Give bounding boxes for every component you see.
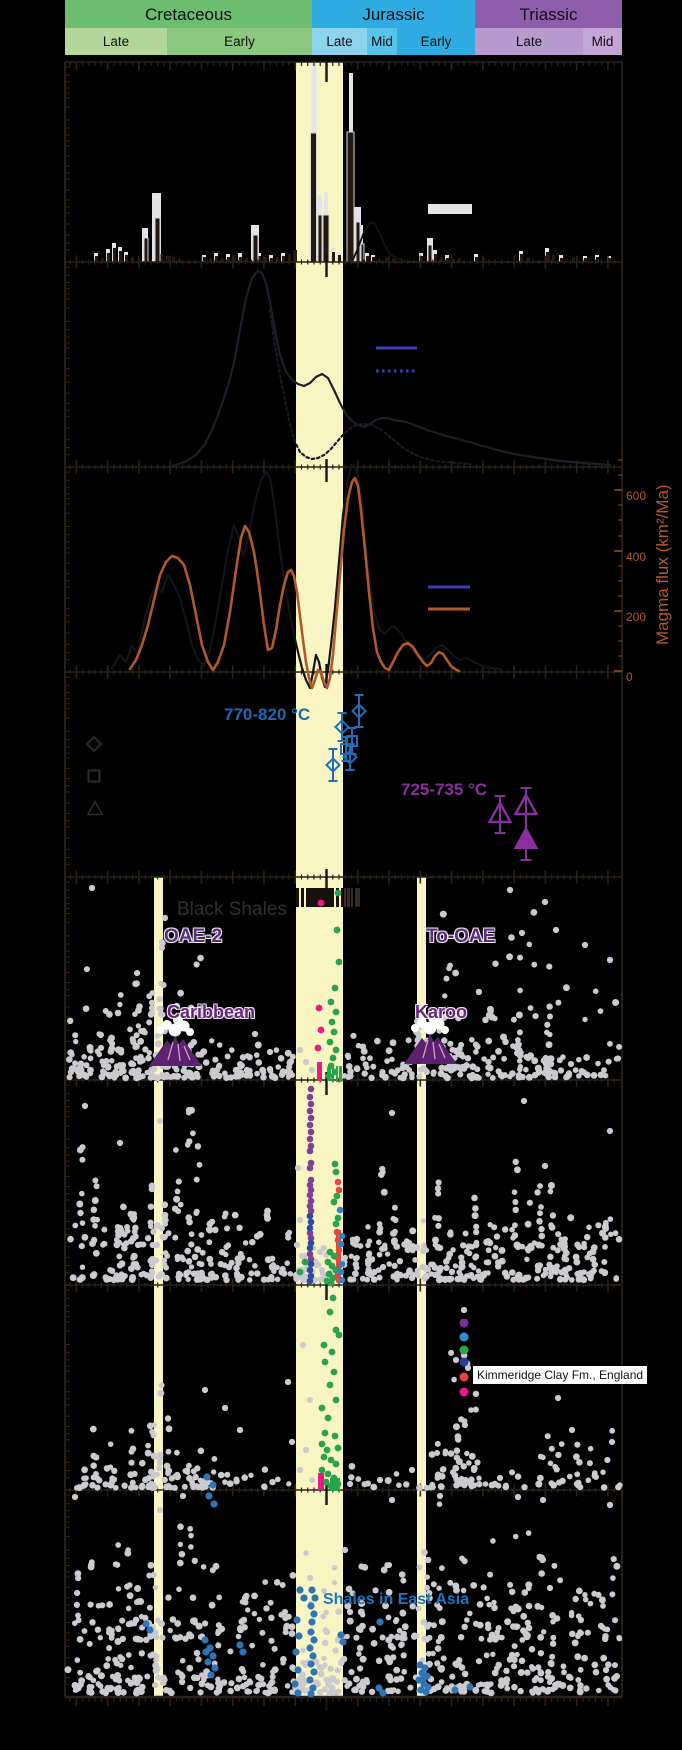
epoch-cretaceous-late: Late bbox=[65, 28, 167, 55]
black-shales-bar bbox=[296, 888, 360, 907]
oae2-band bbox=[154, 877, 163, 1697]
highlight-bands bbox=[154, 62, 426, 1697]
period-jurassic-label: Jurassic bbox=[362, 4, 425, 24]
p1-legend-swatch bbox=[428, 204, 472, 214]
epoch-cretaceous-early-label: Early bbox=[224, 33, 255, 49]
epoch-triassic-mid: Mid bbox=[583, 28, 622, 55]
epoch-cretaceous-late-label: Late bbox=[102, 33, 130, 49]
p2-curves bbox=[170, 269, 612, 468]
period-cretaceous: Cretaceous bbox=[65, 0, 312, 28]
epoch-cretaceous-early: Early bbox=[167, 28, 312, 55]
epoch-jurassic-mid: Mid bbox=[367, 28, 397, 55]
p1-histogram bbox=[94, 63, 611, 263]
p6-navy-dots bbox=[306, 1212, 315, 1285]
p5-colored-bars bbox=[317, 1062, 342, 1082]
axes bbox=[64, 61, 623, 1711]
p4-legend-edge-markers bbox=[85, 735, 104, 816]
epoch-triassic-mid-label: Mid bbox=[591, 33, 614, 49]
epoch-triassic-late: Late bbox=[475, 28, 583, 55]
p7-gray-scatter bbox=[73, 1306, 623, 1492]
p4-blue-temperature-markers bbox=[325, 694, 367, 782]
p5-magenta-dots bbox=[314, 899, 325, 1052]
p7-legend-dots bbox=[459, 1318, 469, 1397]
karoo-volcano-icon bbox=[404, 1013, 457, 1064]
period-jurassic: Jurassic bbox=[312, 0, 475, 28]
p8-blue-dots bbox=[142, 1473, 474, 1698]
p6-blue-dots bbox=[336, 1206, 346, 1284]
period-triassic-label: Triassic bbox=[519, 4, 578, 24]
p6-purple-dots bbox=[306, 1085, 315, 1263]
period-cretaceous-label: Cretaceous bbox=[145, 4, 232, 24]
caribbean-volcano-icon bbox=[149, 1015, 202, 1066]
p7-colored-bars bbox=[318, 1473, 340, 1491]
epoch-jurassic-late: Late bbox=[312, 28, 367, 55]
kimmeridgian-band bbox=[296, 62, 343, 1697]
p8-gray-scatter bbox=[64, 1492, 623, 1697]
p6-green-dots bbox=[296, 1160, 342, 1287]
p4-purple-temperature-markers bbox=[487, 787, 539, 861]
p5-gray-scatter bbox=[66, 884, 623, 1082]
epoch-jurassic-early-label: Early bbox=[420, 33, 452, 49]
epoch-jurassic-mid-label: Mid bbox=[371, 33, 393, 49]
p6-gray-scatter bbox=[67, 1097, 623, 1284]
epoch-jurassic-early: Early bbox=[397, 28, 475, 55]
period-triassic: Triassic bbox=[475, 0, 622, 28]
toarcian-band bbox=[417, 877, 426, 1697]
epoch-triassic-late-label: Late bbox=[515, 33, 543, 49]
timescale-header: Cretaceous Late Early Jurassic Late Mid Early T… bbox=[0, 0, 682, 55]
epoch-jurassic-late-label: Late bbox=[326, 33, 353, 49]
p3-curves bbox=[110, 463, 502, 690]
